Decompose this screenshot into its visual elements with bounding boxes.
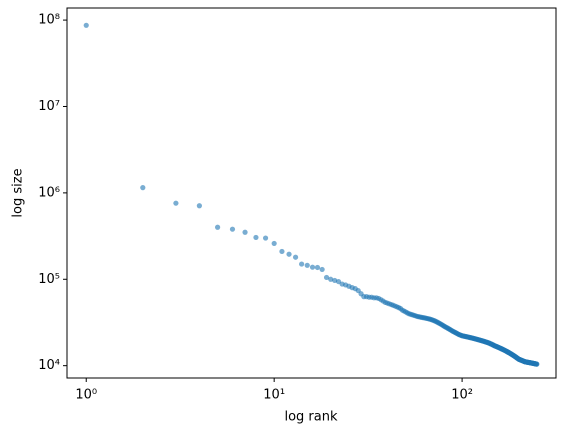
x-tick-label: 10² [451, 388, 473, 403]
y-tick-label: 10⁸ [38, 13, 60, 28]
x-tick-label: 10¹ [263, 388, 285, 403]
point [534, 361, 540, 367]
y-axis-label: log size [11, 168, 26, 217]
point [262, 235, 269, 241]
point [314, 264, 321, 271]
point [292, 254, 299, 260]
point [286, 251, 292, 257]
x-tick-label: 10⁰ [75, 388, 97, 403]
point [196, 203, 202, 209]
x-axis-label: log rank [284, 410, 338, 425]
point [335, 278, 342, 285]
point [304, 262, 310, 268]
y-tick-label: 10⁴ [38, 358, 60, 373]
axes-frame [66, 7, 557, 379]
point [309, 264, 316, 270]
y-tick-label: 10⁷ [38, 99, 60, 114]
point [279, 248, 285, 255]
point [319, 266, 325, 273]
point [253, 234, 259, 241]
point [323, 274, 330, 281]
y-tick-label: 10⁵ [38, 272, 60, 287]
point [83, 22, 89, 28]
point [271, 240, 277, 247]
point [328, 276, 334, 282]
point [299, 261, 305, 267]
y-tick-label: 10⁶ [38, 185, 60, 200]
point [214, 224, 221, 230]
point [242, 229, 248, 235]
point [229, 226, 236, 232]
point [173, 200, 179, 206]
point [140, 185, 146, 191]
